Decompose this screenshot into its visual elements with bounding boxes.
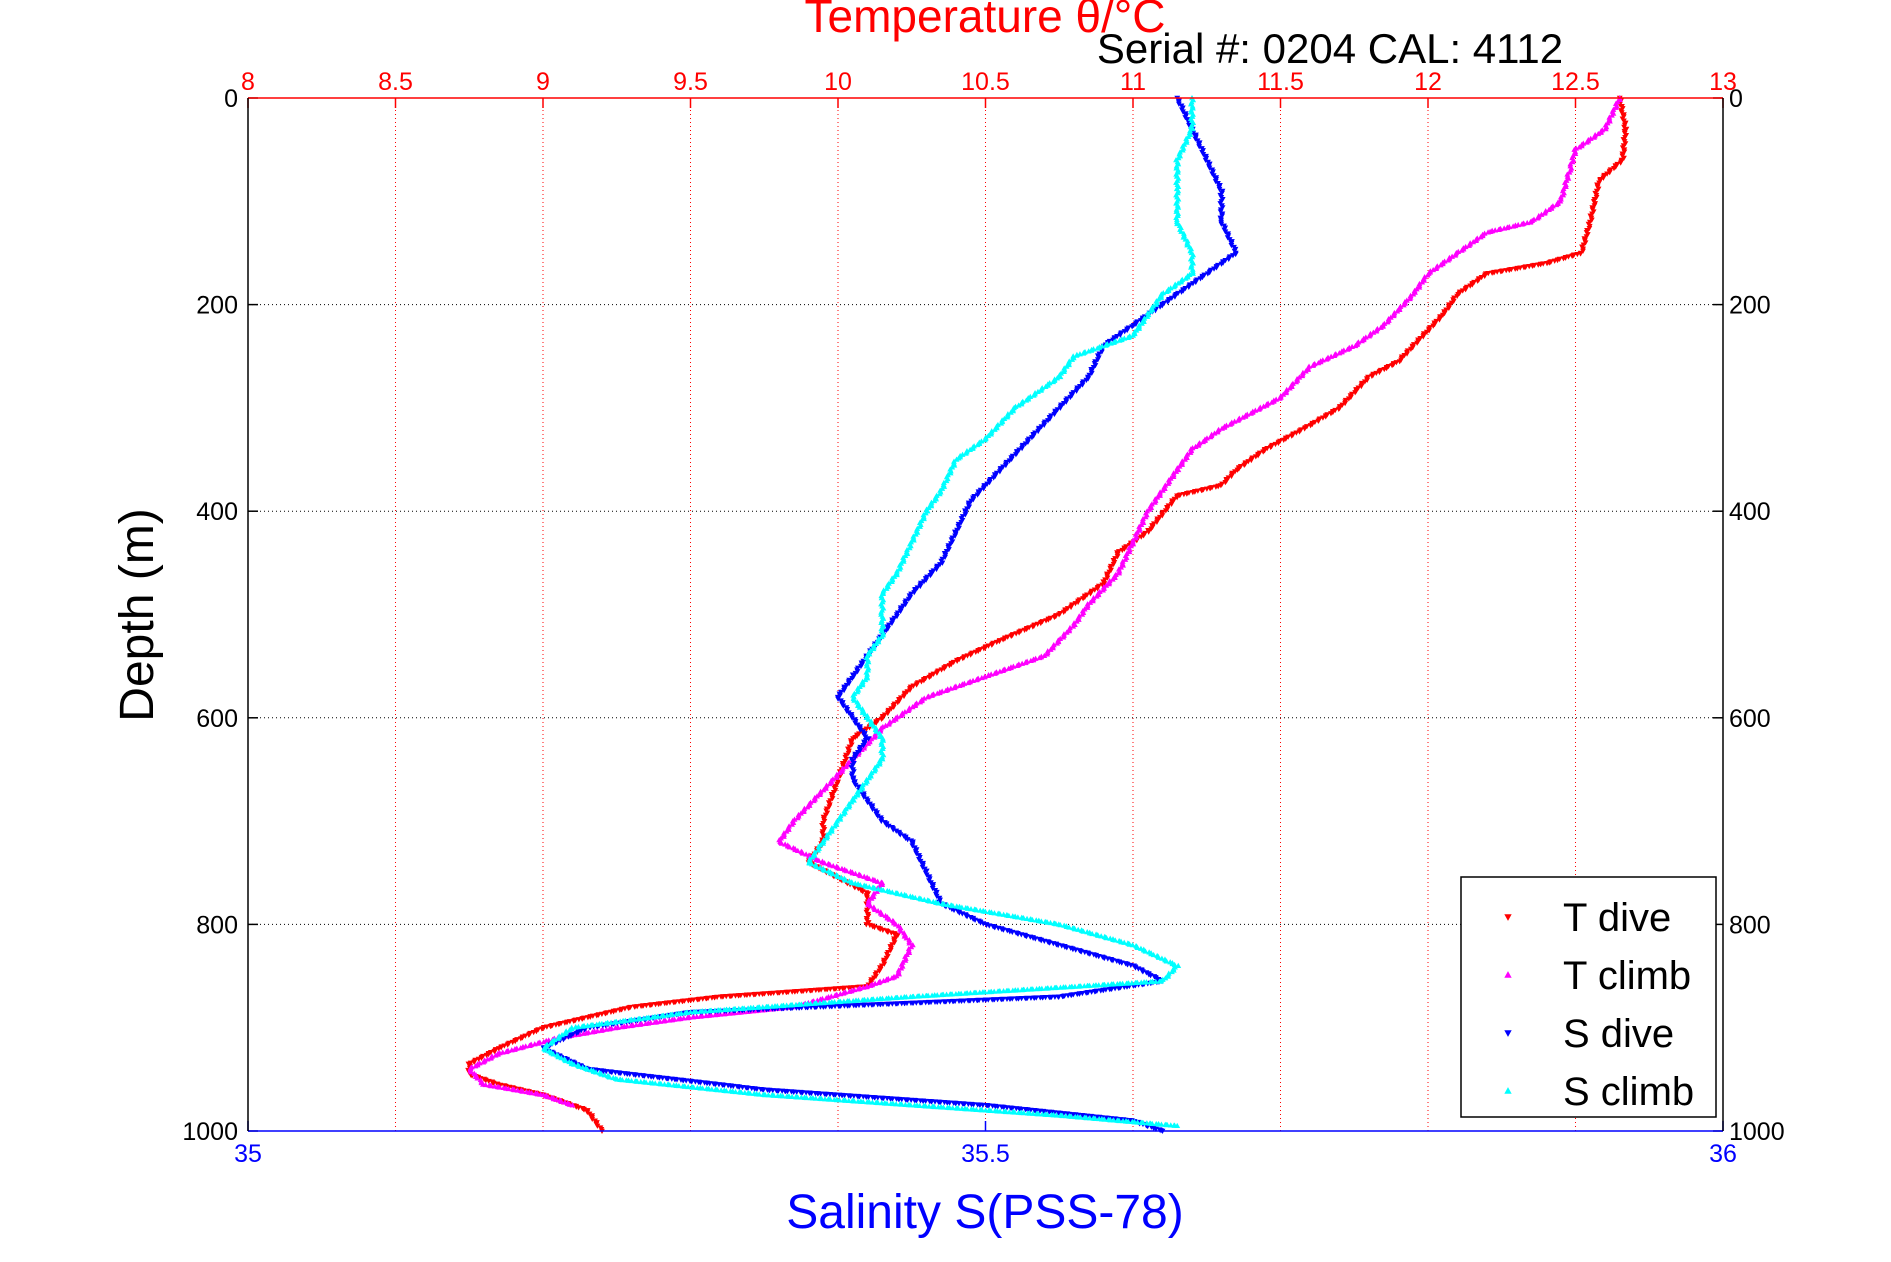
temp-tick-label: 10.5 <box>961 68 1010 96</box>
y-axis-label: Depth (m) <box>111 508 164 721</box>
temp-tick-label: 11 <box>1120 68 1146 96</box>
legend-label: T dive <box>1563 896 1671 940</box>
temp-tick-label: 9 <box>536 68 550 96</box>
depth-tick-label-left: 600 <box>196 705 238 733</box>
temp-tick-label: 11.5 <box>1257 68 1304 96</box>
temp-tick-label: 12.5 <box>1551 68 1600 96</box>
salinity-tick-label: 35.5 <box>961 1140 1010 1168</box>
legend-marker <box>1504 1030 1512 1037</box>
series-s-climb <box>541 94 1197 1129</box>
salinity-tick-label: 36 <box>1709 1140 1737 1168</box>
depth-tick-label-right: 200 <box>1729 292 1771 320</box>
temp-tick-label: 9.5 <box>673 68 708 96</box>
depth-tick-label-left: 200 <box>196 292 238 320</box>
temp-tick-label: 12 <box>1414 68 1442 96</box>
legend-label: S climb <box>1563 1070 1694 1114</box>
depth-tick-label-right: 1000 <box>1729 1118 1785 1146</box>
legend-marker <box>1504 1087 1512 1094</box>
legend: T dive T climb S dive S climb <box>1460 876 1717 1118</box>
legend-label: S dive <box>1563 1012 1674 1056</box>
temp-tick-label: 8.5 <box>378 68 413 96</box>
legend-box <box>1460 876 1717 1118</box>
depth-tick-label-left: 0 <box>224 85 238 113</box>
legend-label: T climb <box>1563 954 1691 998</box>
salinity-tick-label: 35 <box>234 1140 262 1168</box>
legend-marker <box>1504 914 1512 921</box>
depth-tick-label-left: 800 <box>196 911 238 939</box>
chart-subtitle: Serial #: 0204 CAL: 4112 <box>1097 25 1563 72</box>
axes <box>247 97 1724 1132</box>
depth-tick-label-left: 1000 <box>182 1118 238 1146</box>
temp-tick-label: 13 <box>1709 68 1737 96</box>
series-layer <box>465 94 1630 1135</box>
temp-tick-label: 8 <box>241 68 255 96</box>
depth-tick-label-right: 400 <box>1729 498 1771 526</box>
depth-tick-label-right: 600 <box>1729 705 1771 733</box>
x-axis-label: Salinity S(PSS-78) <box>786 1186 1183 1239</box>
legend-marker <box>1504 971 1512 978</box>
chart-title: Temperature θ/°C <box>805 0 1166 42</box>
series-markers <box>541 94 1197 1129</box>
depth-tick-label-right: 0 <box>1729 85 1743 113</box>
depth-tick-label-left: 400 <box>196 498 238 526</box>
depth-tick-label-right: 800 <box>1729 911 1771 939</box>
temp-tick-label: 10 <box>824 68 852 96</box>
